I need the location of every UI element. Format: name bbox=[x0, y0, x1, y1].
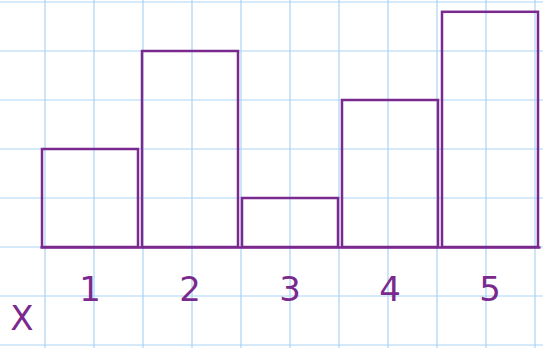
tick-label: 3 bbox=[279, 269, 301, 309]
tick: 4 bbox=[379, 247, 401, 309]
grid-line bbox=[0, 246, 543, 247]
bar bbox=[342, 100, 438, 247]
paper-line bbox=[0, 344, 543, 345]
tick-label: 1 bbox=[79, 269, 101, 309]
tick-label: 4 bbox=[379, 269, 401, 309]
grid-line bbox=[0, 99, 543, 100]
axis-line bbox=[41, 246, 541, 249]
bars bbox=[42, 12, 538, 247]
x-axis: 1 2 3 4 5 bbox=[41, 247, 541, 309]
bar bbox=[42, 149, 138, 247]
bar bbox=[242, 198, 338, 247]
paper-grid bbox=[0, 0, 543, 348]
tick: 5 bbox=[479, 247, 501, 309]
grid bbox=[0, 2, 543, 247]
tick-label: 2 bbox=[179, 269, 201, 309]
grid-line bbox=[0, 1, 543, 2]
tick: 3 bbox=[279, 247, 301, 309]
tick: 2 bbox=[179, 247, 201, 309]
grid-line bbox=[0, 50, 543, 51]
chart: 1 2 3 4 5 X bbox=[0, 0, 543, 348]
bar bbox=[442, 12, 538, 247]
tick: 1 bbox=[79, 247, 101, 309]
tick-label: 5 bbox=[479, 269, 501, 309]
bar bbox=[142, 51, 238, 247]
axis-title: X bbox=[10, 298, 33, 338]
